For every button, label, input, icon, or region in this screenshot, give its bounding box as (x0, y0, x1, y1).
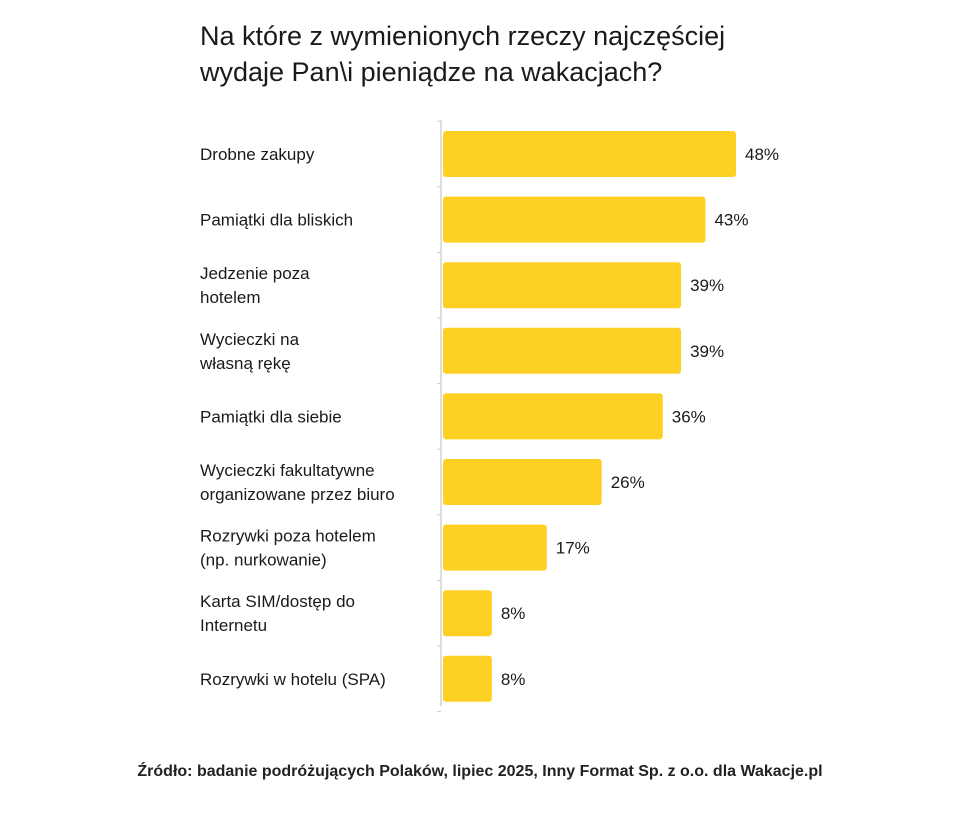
category-label-line: Wycieczki na (200, 330, 300, 349)
bar (443, 655, 492, 702)
value-label: 43% (714, 211, 748, 230)
category-label-line: Rozrywki poza hotelem (200, 527, 376, 546)
value-label: 39% (690, 342, 724, 361)
category-label-line: Internetu (200, 616, 267, 635)
source-note: Źródło: badanie podróżujących Polaków, l… (137, 763, 823, 780)
bar (443, 327, 682, 374)
bar (443, 524, 547, 571)
category-label-line: Pamiątki dla siebie (200, 407, 342, 426)
category-label: Wycieczki fakultatywne organizowane przez… (200, 461, 395, 504)
bar (443, 590, 492, 637)
category-label-line: Wycieczki fakultatywne (200, 461, 375, 480)
category-label-line: Rozrywki w hotelu (SPA) (200, 670, 386, 689)
category-label: Rozrywki w hotelu (SPA) (200, 670, 386, 689)
category-label: Wycieczki na własną rękę (199, 330, 300, 373)
category-label-line: Karta SIM/dostęp do (200, 592, 355, 611)
category-label: Jedzenie poza hotelem (200, 264, 310, 307)
value-label: 8% (501, 604, 526, 623)
value-label: 36% (672, 407, 706, 426)
category-label-line: Drobne zakupy (200, 145, 315, 164)
category-label-line: Pamiątki dla bliskich (200, 211, 353, 230)
category-label: Pamiątki dla bliskich (200, 211, 353, 230)
category-label: Drobne zakupy (200, 145, 315, 164)
bar (443, 131, 736, 177)
value-label: 39% (690, 276, 724, 295)
category-label: Pamiątki dla siebie (200, 407, 342, 426)
chart-title-line-1: Na które z wymienionych rzeczy najczęści… (200, 21, 726, 51)
category-label-line: własną rękę (199, 354, 291, 373)
category-label-line: (np. nurkowanie) (200, 551, 327, 570)
chart-title: Na które z wymienionych rzeczy najczęści… (200, 18, 840, 90)
category-label-line: organizowane przez biuro (200, 485, 395, 504)
value-label: 17% (556, 539, 590, 558)
category-label-line: hotelem (200, 288, 260, 307)
bar (443, 196, 706, 243)
category-label: Karta SIM/dostęp do Internetu (200, 592, 355, 635)
bar (443, 262, 682, 309)
bar (443, 459, 602, 505)
chart-title-line-2: wydaje Pan\i pieniądze na wakacjach? (200, 57, 663, 87)
category-label: Rozrywki poza hotelem (np. nurkowanie) (200, 527, 376, 570)
value-label: 48% (745, 145, 779, 164)
bar (443, 393, 663, 440)
category-label-line: Jedzenie poza (200, 264, 310, 283)
value-label: 8% (501, 670, 526, 689)
value-label: 26% (611, 473, 645, 492)
